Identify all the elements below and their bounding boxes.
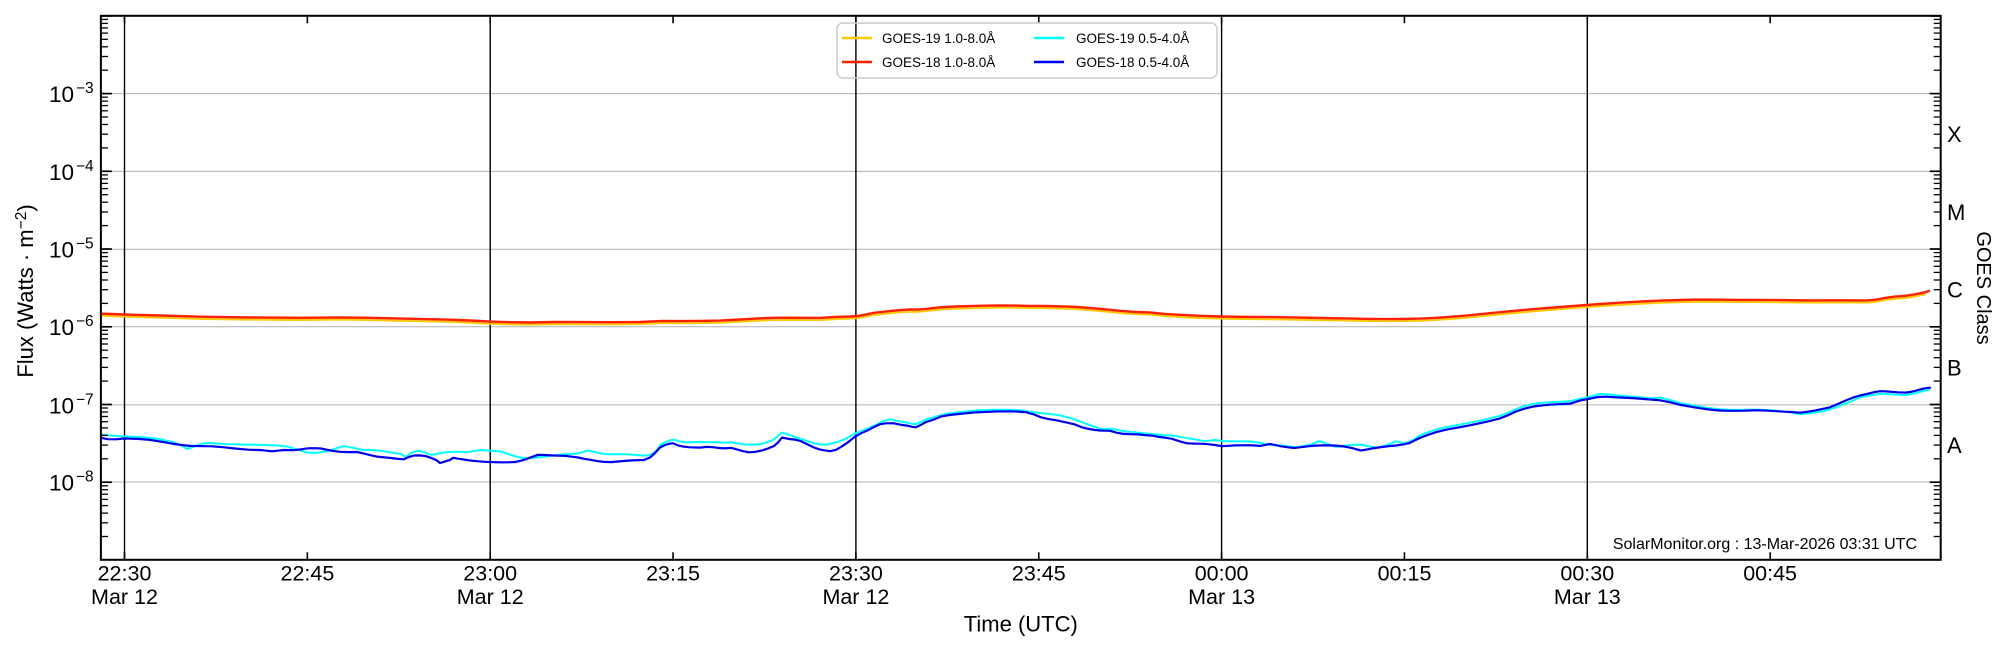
svg-text:B: B [1947, 355, 1962, 380]
svg-text:GOES-18 1.0-8.0Å: GOES-18 1.0-8.0Å [882, 55, 995, 70]
svg-text:22:45: 22:45 [280, 562, 334, 586]
svg-text:10: 10 [49, 471, 74, 496]
svg-text:−8: −8 [76, 469, 94, 486]
svg-text:10: 10 [49, 160, 74, 185]
svg-text:−3: −3 [76, 80, 94, 97]
svg-text:Time (UTC): Time (UTC) [964, 612, 1078, 637]
svg-text:23:30: 23:30 [829, 562, 883, 586]
svg-text:GOES-18 0.5-4.0Å: GOES-18 0.5-4.0Å [1076, 55, 1189, 70]
svg-text:−7: −7 [76, 391, 94, 408]
svg-text:23:00: 23:00 [463, 562, 517, 586]
svg-text:Mar 12: Mar 12 [822, 585, 889, 609]
svg-text:−4: −4 [76, 158, 94, 175]
svg-text:C: C [1947, 278, 1963, 303]
svg-text:SolarMonitor.org : 13-Mar-2026: SolarMonitor.org : 13-Mar-2026 03:31 UTC [1613, 536, 1917, 553]
svg-text:Mar 13: Mar 13 [1188, 585, 1255, 609]
svg-text:−6: −6 [76, 313, 94, 330]
svg-text:10: 10 [49, 315, 74, 340]
svg-text:Mar 12: Mar 12 [91, 585, 158, 609]
svg-text:Flux (Watts · m−2): Flux (Watts · m−2) [13, 204, 38, 377]
svg-text:00:00: 00:00 [1195, 562, 1249, 586]
svg-text:23:45: 23:45 [1012, 562, 1066, 586]
svg-text:Mar 12: Mar 12 [457, 585, 524, 609]
svg-text:10: 10 [49, 82, 74, 107]
svg-text:23:15: 23:15 [646, 562, 700, 586]
svg-text:00:45: 00:45 [1743, 562, 1797, 586]
svg-text:GOES Class: GOES Class [1972, 231, 1994, 344]
svg-text:10: 10 [49, 393, 74, 418]
svg-text:00:30: 00:30 [1560, 562, 1614, 586]
svg-text:10: 10 [49, 238, 74, 263]
svg-text:A: A [1947, 433, 1962, 458]
svg-text:M: M [1947, 200, 1965, 225]
svg-text:00:15: 00:15 [1378, 562, 1432, 586]
svg-text:GOES-19 0.5-4.0Å: GOES-19 0.5-4.0Å [1076, 31, 1189, 46]
svg-text:22:30: 22:30 [98, 562, 152, 586]
svg-text:Mar 13: Mar 13 [1554, 585, 1621, 609]
svg-text:GOES-19 1.0-8.0Å: GOES-19 1.0-8.0Å [882, 31, 995, 46]
svg-text:X: X [1947, 122, 1962, 147]
svg-text:−5: −5 [76, 236, 94, 253]
